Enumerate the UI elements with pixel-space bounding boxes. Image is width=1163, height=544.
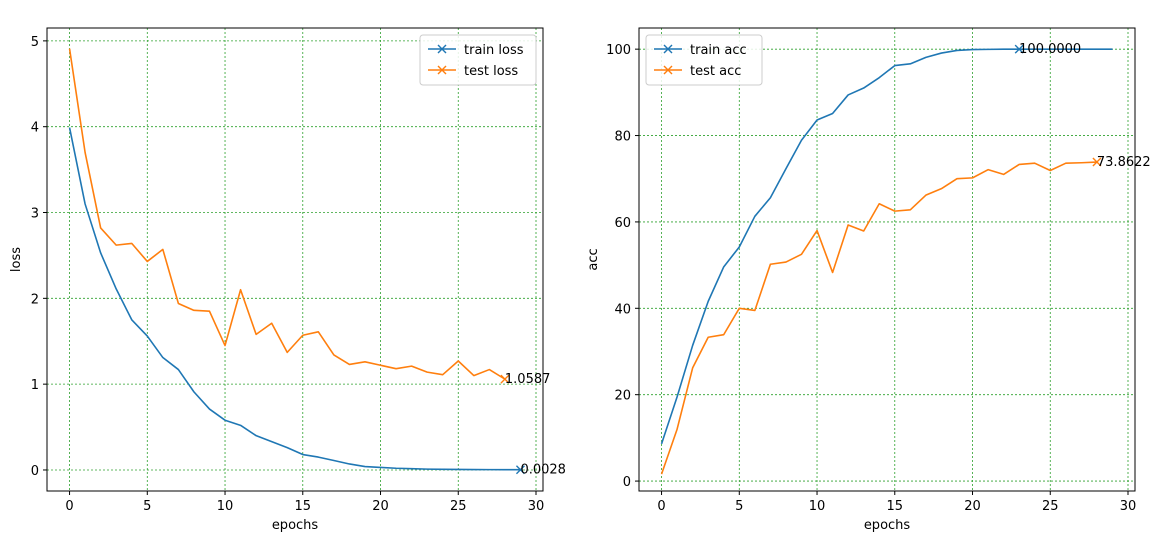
- y-tick-label: 100: [606, 43, 631, 58]
- data-label: 100.0000: [1019, 42, 1081, 57]
- legend-label: train loss: [464, 43, 524, 58]
- legend-marker: [663, 44, 673, 54]
- x-tick-label: 20: [964, 499, 981, 514]
- data-label: 0.0028: [520, 463, 566, 478]
- data-marker: [515, 465, 525, 475]
- x-tick-label: 5: [143, 499, 151, 514]
- marker-stroke: [515, 465, 525, 475]
- x-tick-label: 20: [372, 499, 389, 514]
- y-tick-label: 3: [31, 207, 39, 222]
- legend-marker: [663, 65, 673, 75]
- legend-label: test loss: [464, 64, 518, 79]
- data-marker: [500, 374, 510, 384]
- accuracy-chart: 0 5 10 15 20 25 30 0 20 40 60 80 100 epochs acc 100.000…: [586, 27, 1151, 533]
- data-label: 73.8622: [1097, 155, 1151, 170]
- marker-stroke: [1092, 157, 1102, 167]
- x-tick-label: 30: [1120, 499, 1137, 514]
- series-line-train-loss: [68, 127, 521, 471]
- legend-label: test acc: [690, 64, 741, 79]
- y-tick-label: 0: [623, 475, 631, 490]
- y-tick-label: 40: [614, 302, 631, 317]
- x-axis-label: epochs: [272, 518, 319, 533]
- legend-label: train acc: [690, 43, 747, 58]
- loss-chart: 0 5 10 15 20 25 30 0 1 2 3 4 5 epochs loss 0.0028 1.0587…: [9, 27, 566, 533]
- y-axis-label: acc: [586, 248, 601, 270]
- x-tick-label: 10: [217, 499, 234, 514]
- x-tick-label: 10: [809, 499, 826, 514]
- x-tick-label: 25: [1042, 499, 1059, 514]
- marker-stroke: [500, 374, 510, 384]
- y-tick-label: 0: [31, 464, 39, 479]
- legend-box: [419, 34, 537, 86]
- plot-frame: [46, 27, 544, 492]
- data-marker: [1014, 44, 1024, 54]
- y-axis-label: loss: [9, 247, 24, 272]
- x-tick-label: 30: [528, 499, 545, 514]
- y-tick-label: 20: [614, 389, 631, 404]
- x-tick-label: 15: [295, 499, 312, 514]
- y-tick-label: 1: [31, 378, 39, 393]
- legend-marker: [437, 44, 447, 54]
- y-tick-label: 80: [614, 130, 631, 145]
- legend-marker: [437, 65, 447, 75]
- series-line-test-acc: [660, 161, 1097, 475]
- y-tick-label: 5: [31, 35, 39, 50]
- x-tick-label: 5: [735, 499, 743, 514]
- x-axis-label: epochs: [864, 518, 911, 533]
- series-line-train-acc: [660, 48, 1113, 445]
- y-tick-label: 4: [31, 121, 39, 136]
- marker-stroke: [1014, 44, 1024, 54]
- data-marker: [1092, 157, 1102, 167]
- y-tick-label: 2: [31, 292, 39, 307]
- x-tick-label: 0: [65, 499, 73, 514]
- y-tick-label: 60: [614, 216, 631, 231]
- legend-box: [645, 34, 763, 86]
- x-tick-label: 15: [887, 499, 904, 514]
- data-label: 1.0587: [505, 372, 551, 387]
- x-tick-label: 0: [657, 499, 665, 514]
- x-tick-label: 25: [450, 499, 467, 514]
- plot-frame: [638, 27, 1136, 492]
- series-line-test-loss: [68, 48, 506, 380]
